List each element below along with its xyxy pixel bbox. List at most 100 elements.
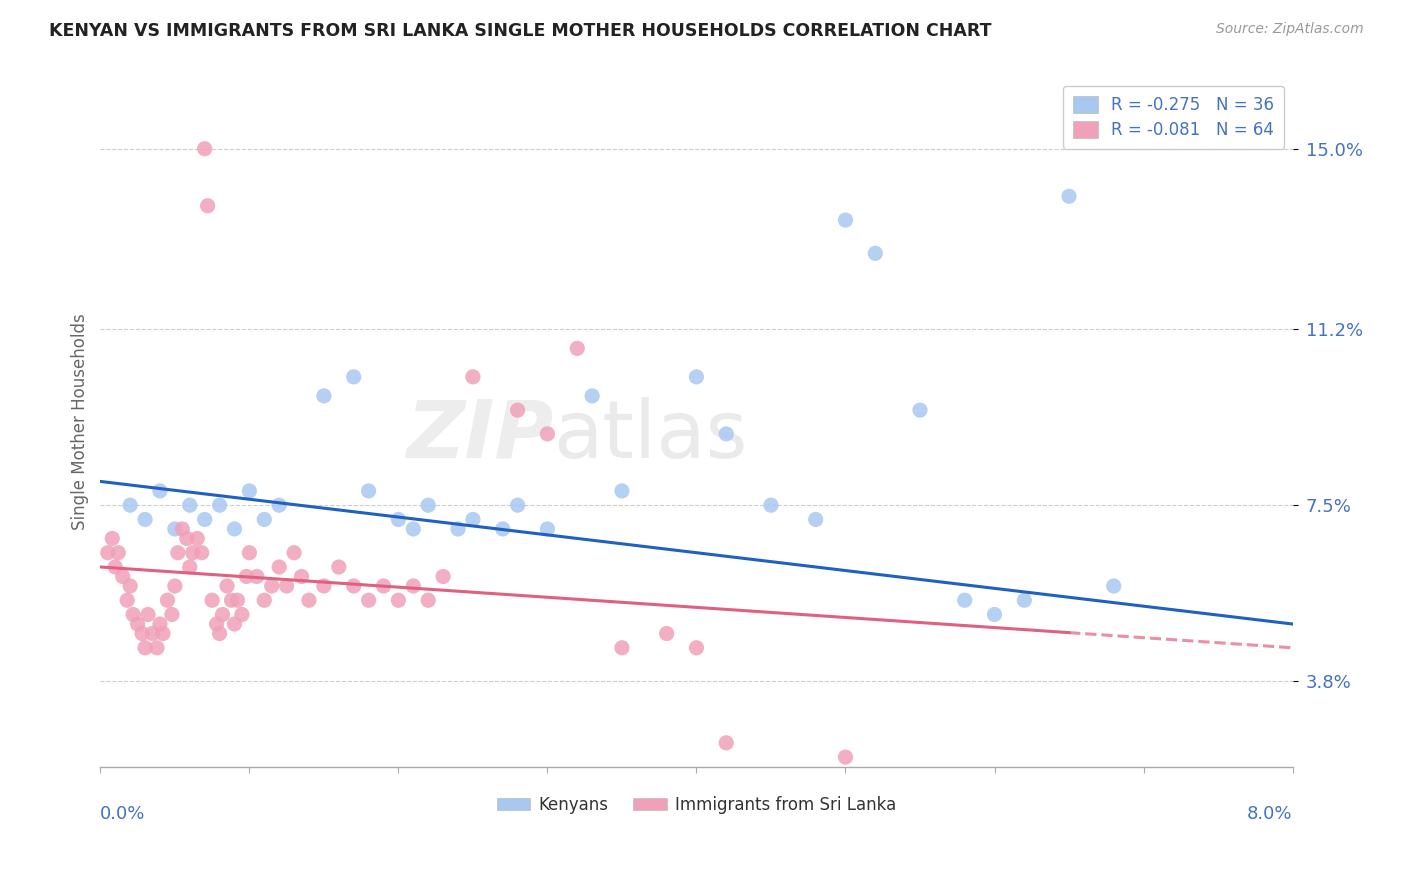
Point (461, 512, 484, 526)
Point (224, 617, 246, 632)
Point (536, 522, 558, 536)
Point (1102, 579, 1125, 593)
Point (226, 593, 249, 607)
Point (181, 546, 204, 560)
Point (685, 640, 707, 655)
Point (290, 569, 312, 583)
Point (205, 617, 228, 632)
Point (231, 607, 253, 622)
Point (269, 498, 291, 512)
Point (163, 579, 186, 593)
Point (194, 142, 217, 156)
Point (149, 617, 172, 632)
Point (418, 593, 440, 607)
Point (402, 579, 425, 593)
Point (685, 369, 707, 384)
Point (865, 246, 887, 260)
Text: ZIP: ZIP (406, 397, 554, 475)
Point (166, 546, 188, 560)
Point (141, 626, 163, 640)
Point (804, 512, 827, 526)
Point (208, 498, 231, 512)
Point (387, 512, 409, 526)
Point (194, 512, 217, 526)
Point (246, 569, 269, 583)
Point (328, 560, 350, 574)
Point (276, 579, 298, 593)
Point (506, 498, 529, 512)
Point (447, 522, 470, 536)
Text: KENYAN VS IMMIGRANTS FROM SRI LANKA SINGLE MOTHER HOUSEHOLDS CORRELATION CHART: KENYAN VS IMMIGRANTS FROM SRI LANKA SING… (49, 22, 991, 40)
Point (152, 626, 174, 640)
Point (134, 640, 156, 655)
Point (115, 593, 138, 607)
Point (149, 483, 172, 498)
Point (834, 750, 856, 764)
Point (172, 522, 194, 536)
Point (160, 607, 183, 622)
Point (201, 593, 224, 607)
Point (186, 532, 208, 546)
Point (221, 593, 243, 607)
Point (312, 579, 335, 593)
Point (387, 593, 409, 607)
Point (111, 569, 134, 583)
Point (211, 607, 233, 622)
Point (1057, 189, 1080, 203)
Point (104, 560, 127, 574)
Point (107, 546, 129, 560)
Point (134, 512, 156, 526)
Legend: Kenyans, Immigrants from Sri Lanka: Kenyans, Immigrants from Sri Lanka (491, 789, 903, 821)
Point (120, 498, 142, 512)
Point (253, 593, 276, 607)
Text: 8.0%: 8.0% (1247, 805, 1292, 823)
Point (1014, 593, 1036, 607)
Point (131, 626, 153, 640)
Point (610, 640, 633, 655)
Point (283, 546, 305, 560)
Point (312, 389, 335, 403)
Point (610, 483, 633, 498)
Point (983, 607, 1005, 622)
Point (298, 593, 321, 607)
Point (238, 546, 260, 560)
Text: 0.0%: 0.0% (100, 805, 146, 823)
Point (432, 569, 454, 583)
Point (163, 522, 186, 536)
Point (156, 593, 179, 607)
Point (215, 579, 238, 593)
Point (253, 512, 276, 526)
Point (506, 403, 529, 417)
Point (343, 579, 366, 593)
Point (122, 607, 145, 622)
Point (269, 560, 291, 574)
Point (238, 483, 260, 498)
Text: atlas: atlas (554, 397, 748, 475)
Point (716, 736, 738, 750)
Point (224, 522, 246, 536)
Point (581, 389, 603, 403)
Point (716, 426, 738, 441)
Point (834, 213, 856, 227)
Point (146, 640, 169, 655)
Point (536, 426, 558, 441)
Point (357, 483, 380, 498)
Point (492, 522, 515, 536)
Point (197, 199, 219, 213)
Point (127, 617, 149, 632)
Point (120, 579, 142, 593)
Point (953, 593, 976, 607)
Point (179, 498, 201, 512)
Point (357, 593, 380, 607)
Point (759, 498, 782, 512)
Point (461, 369, 484, 384)
Point (567, 342, 589, 356)
Text: Source: ZipAtlas.com: Source: ZipAtlas.com (1216, 22, 1364, 37)
Point (208, 626, 231, 640)
Point (179, 560, 201, 574)
Point (373, 579, 395, 593)
Point (260, 579, 283, 593)
Y-axis label: Single Mother Households: Single Mother Households (72, 314, 89, 531)
Point (402, 522, 425, 536)
Point (176, 532, 198, 546)
